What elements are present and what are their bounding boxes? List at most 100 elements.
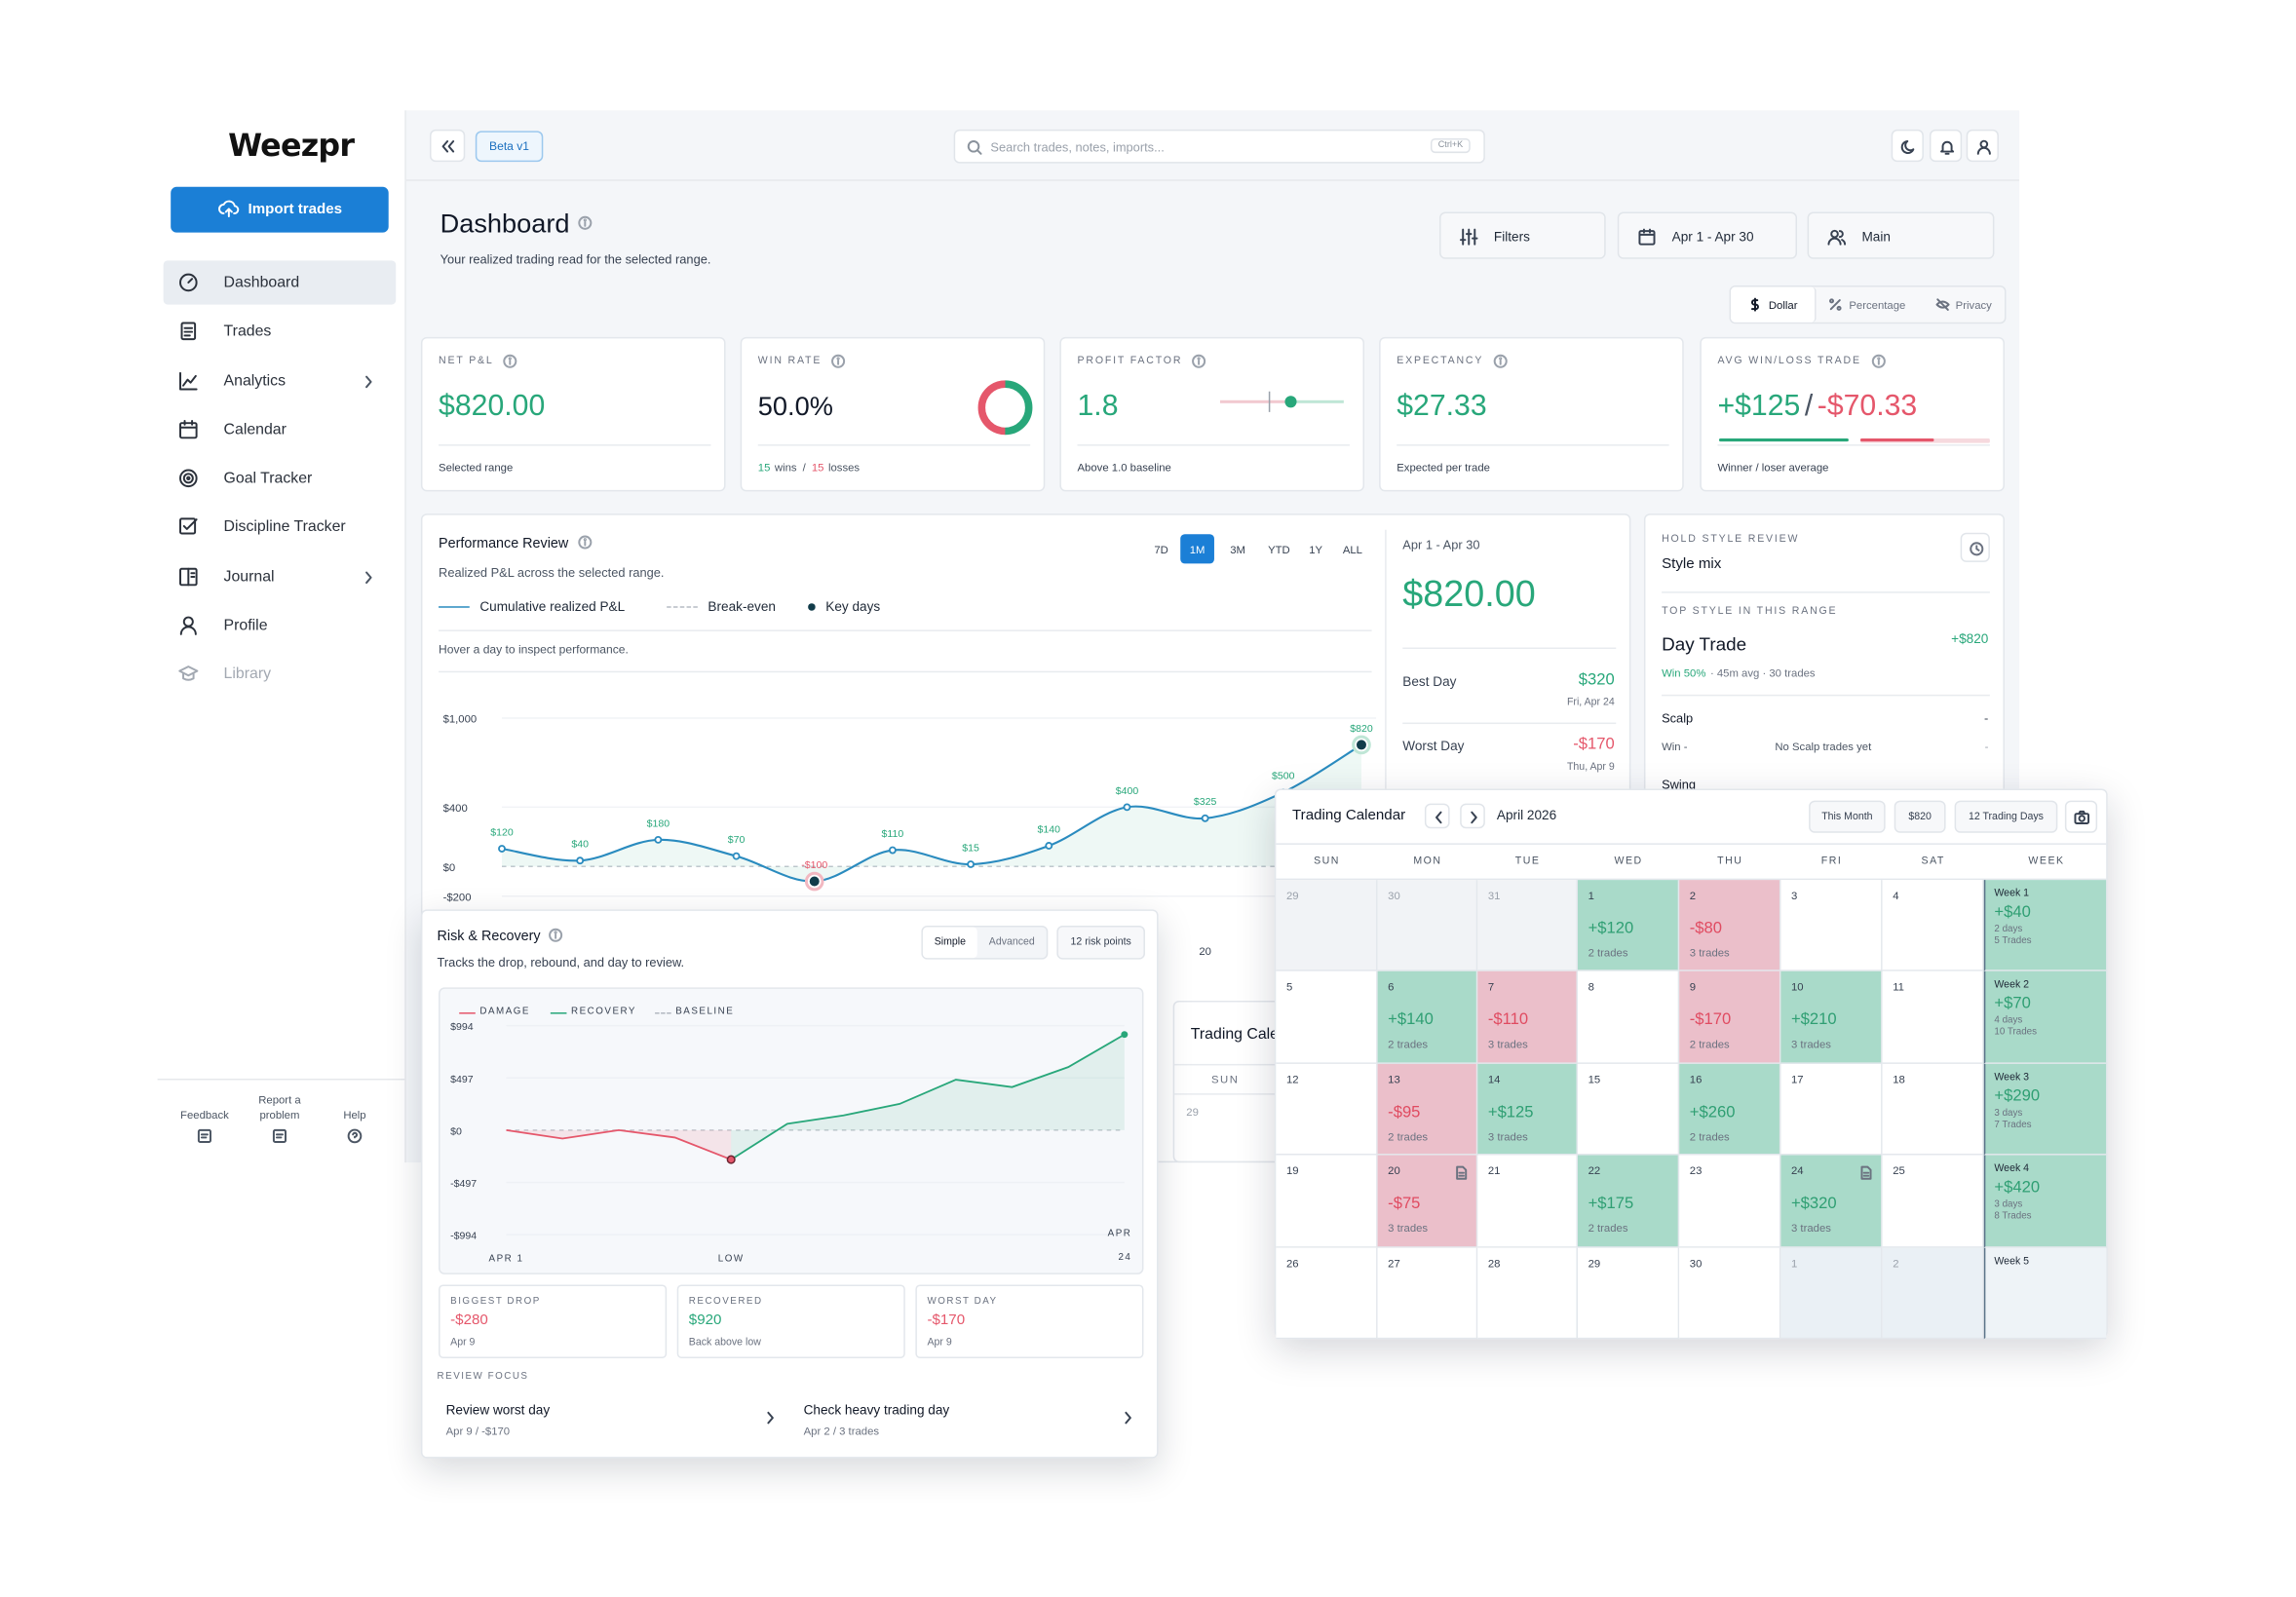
calendar-day[interactable]: 30: [1679, 1247, 1781, 1340]
calendar-day[interactable]: 27: [1377, 1247, 1478, 1340]
calendar-day[interactable]: 2: [1882, 1247, 1984, 1340]
day-pnl: +$260: [1689, 1103, 1736, 1122]
calendar-day[interactable]: 1 +$120 2 trades: [1577, 880, 1680, 972]
header-button[interactable]: Main: [1807, 211, 1995, 259]
nav-item[interactable]: Journal: [164, 554, 397, 598]
calendar-day[interactable]: 9 -$170 2 trades: [1679, 971, 1781, 1064]
nav-item[interactable]: Goal Tracker: [164, 456, 397, 500]
calendar-day[interactable]: 13 -$95 2 trades: [1377, 1063, 1478, 1156]
day-pnl: +$175: [1588, 1195, 1634, 1213]
calendar-day[interactable]: 1: [1780, 1247, 1883, 1340]
range-option[interactable]: 1Y: [1309, 542, 1323, 556]
range-option[interactable]: YTD: [1268, 542, 1290, 556]
calendar-button[interactable]: 12 Trading Days: [1954, 800, 2058, 833]
nav-icon-part: [182, 473, 194, 484]
calendar-day[interactable]: 11: [1882, 971, 1984, 1064]
kpi-divider: [1397, 444, 1669, 446]
point-value-label: $15: [962, 842, 979, 854]
month-nav-button[interactable]: [1424, 803, 1450, 829]
calendar-day[interactable]: 23: [1679, 1155, 1781, 1248]
display-mode-option[interactable]: Dollar: [1731, 286, 1817, 323]
focus-item[interactable]: Check heavy trading day Apr 2 / 3 trades: [795, 1393, 1142, 1443]
calendar-day[interactable]: 7 -$110 3 trades: [1477, 971, 1578, 1064]
header-button[interactable]: Apr 1 - Apr 30: [1617, 211, 1798, 259]
kpi-divider: [439, 444, 711, 446]
calendar-day[interactable]: 29: [1577, 1247, 1680, 1340]
calendar-day[interactable]: 5: [1276, 971, 1378, 1064]
topbar-icon-button[interactable]: [1929, 129, 1962, 163]
calendar-day[interactable]: 19: [1276, 1155, 1378, 1248]
month-nav-button[interactable]: [1460, 803, 1485, 829]
risk-mode-option[interactable]: Advanced: [988, 937, 1035, 948]
calendar-day[interactable]: 20 -$75 3 trades: [1377, 1155, 1478, 1248]
nav-item[interactable]: Profile: [164, 603, 397, 647]
nav-item[interactable]: Analytics: [164, 359, 397, 402]
range-option[interactable]: ALL: [1342, 542, 1363, 556]
range-option[interactable]: 3M: [1230, 542, 1245, 556]
calendar-day[interactable]: 2 -$80 3 trades: [1679, 880, 1781, 972]
risk-stat-label: RECOVERED: [688, 1296, 763, 1308]
week-summary: Week 2 +$70 4 days 10 Trades: [1983, 971, 2107, 1064]
calendar-day[interactable]: 12: [1276, 1063, 1378, 1156]
upload-icon-part: [224, 208, 233, 217]
footer-label[interactable]: Report a problem: [258, 1093, 301, 1122]
day-number: 17: [1790, 1072, 1804, 1086]
calendar-day[interactable]: 29: [1276, 880, 1378, 972]
calendar-day[interactable]: 10 +$210 3 trades: [1780, 971, 1883, 1064]
calendar-day[interactable]: 15: [1577, 1063, 1680, 1156]
calendar-day[interactable]: 4: [1882, 880, 1984, 972]
calendar-day[interactable]: 28: [1477, 1247, 1578, 1340]
calendar-day[interactable]: 30: [1377, 880, 1478, 972]
day-number: 25: [1893, 1163, 1905, 1178]
footer-label[interactable]: Feedback: [180, 1108, 229, 1122]
calendar-day[interactable]: 6 +$140 2 trades: [1377, 971, 1478, 1064]
topbar-icon: [1900, 140, 1915, 154]
calendar-day[interactable]: 14 +$125 3 trades: [1477, 1063, 1578, 1156]
nav-item[interactable]: Discipline Tracker: [164, 505, 397, 549]
import-button[interactable]: Import trades: [171, 186, 389, 233]
nav-label: Calendar: [223, 420, 287, 438]
display-mode-option[interactable]: Percentage: [1815, 286, 1919, 322]
calendar-day[interactable]: 8: [1577, 971, 1680, 1064]
focus-item-note: Apr 2 / 3 trades: [803, 1424, 880, 1438]
calendar-button[interactable]: $820: [1894, 800, 1946, 833]
collapse-button[interactable]: [429, 129, 466, 163]
nav-item[interactable]: Calendar: [164, 407, 397, 451]
risk-mode-option[interactable]: Simple: [922, 927, 977, 959]
summary-range: Apr 1 - Apr 30: [1402, 537, 1480, 552]
chevron-icon-part: [767, 1411, 774, 1425]
nav-item[interactable]: Trades: [164, 310, 397, 354]
topbar-icon-button[interactable]: [1891, 129, 1924, 163]
calendar-day[interactable]: 26: [1276, 1247, 1378, 1340]
nav-label: Discipline Tracker: [223, 517, 346, 537]
focus-item[interactable]: Review worst day Apr 9 / -$170: [438, 1393, 784, 1443]
nav-item[interactable]: Dashboard: [163, 260, 397, 305]
point-value-label: $500: [1272, 771, 1295, 782]
search-box[interactable]: Search trades, notes, imports... Ctrl+K: [953, 129, 1485, 164]
calendar-day[interactable]: 25: [1882, 1155, 1984, 1248]
header-button[interactable]: Filters: [1439, 211, 1606, 259]
calendar-day[interactable]: 22 +$175 2 trades: [1577, 1155, 1680, 1248]
calendar-day[interactable]: 18: [1882, 1063, 1984, 1156]
range-option[interactable]: 7D: [1154, 542, 1168, 556]
calendar-day[interactable]: 31: [1477, 880, 1578, 972]
calendar-day[interactable]: 24 +$320 3 trades: [1780, 1155, 1883, 1248]
topbar-icon-button[interactable]: [1966, 129, 1999, 163]
search-icon-part: [967, 140, 980, 153]
calendar-day[interactable]: 21: [1477, 1155, 1578, 1248]
calendar-day[interactable]: 17: [1780, 1063, 1883, 1156]
display-mode-option[interactable]: Privacy: [1919, 286, 2008, 322]
risk-points-button[interactable]: 12 risk points: [1056, 925, 1145, 960]
footer-label[interactable]: Help: [343, 1108, 366, 1122]
snapshot-button[interactable]: [2064, 800, 2098, 833]
avg-win: +$125: [1717, 390, 1801, 423]
wins-label: wins: [774, 460, 797, 475]
info-icon-part: [1877, 357, 1881, 361]
calendar-day[interactable]: 3: [1780, 880, 1883, 972]
point-value-label: $820: [1350, 723, 1373, 735]
calendar-day[interactable]: 16 +$260 2 trades: [1679, 1063, 1781, 1156]
range-option[interactable]: 1M: [1180, 534, 1214, 564]
calendar-button[interactable]: This Month: [1809, 800, 1886, 833]
history-button[interactable]: [1960, 532, 1990, 562]
day-trades: 2 trades: [1689, 1038, 1730, 1051]
